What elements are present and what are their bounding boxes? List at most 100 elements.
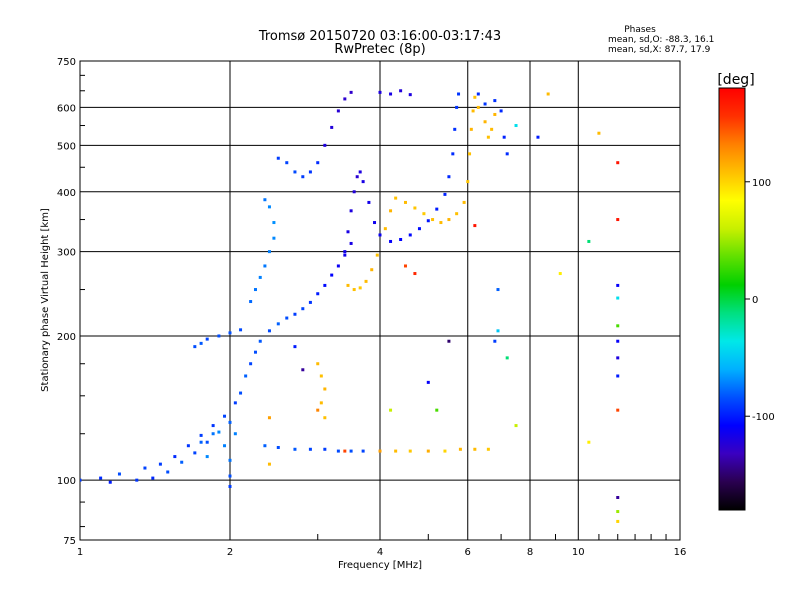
data-point — [267, 416, 271, 420]
data-point — [263, 198, 267, 202]
data-point — [389, 92, 393, 96]
data-point — [323, 387, 327, 391]
data-point — [301, 368, 305, 372]
data-point — [253, 288, 257, 292]
phases-title: Phases — [624, 25, 656, 35]
colorbar — [718, 87, 746, 511]
data-point — [417, 227, 421, 231]
data-point — [301, 307, 305, 311]
data-point — [143, 466, 147, 470]
data-point — [493, 99, 497, 103]
data-point — [483, 102, 487, 106]
data-point — [343, 250, 347, 254]
data-point — [223, 444, 227, 448]
data-point — [462, 200, 466, 204]
data-point — [476, 92, 480, 96]
data-point — [435, 207, 439, 211]
data-point — [205, 337, 209, 341]
data-point — [496, 329, 500, 333]
data-point — [117, 472, 121, 476]
y-tick-label: 500 — [57, 141, 76, 152]
data-point — [505, 356, 509, 360]
data-point — [455, 212, 459, 216]
data-point — [378, 90, 382, 94]
data-point — [316, 161, 320, 165]
data-point — [473, 224, 477, 228]
data-point — [349, 449, 353, 453]
x-tick-label: 16 — [674, 547, 687, 558]
data-point — [587, 239, 591, 243]
data-point — [308, 170, 312, 174]
data-point — [389, 239, 393, 243]
data-point — [330, 273, 334, 277]
data-point — [587, 440, 591, 444]
data-point — [486, 447, 490, 451]
data-point — [352, 288, 356, 292]
data-point — [272, 236, 276, 240]
colorbar-tick-label: 100 — [752, 178, 771, 189]
data-point — [364, 279, 368, 283]
data-point — [435, 408, 439, 412]
data-point — [336, 109, 340, 113]
data-point — [616, 374, 620, 378]
data-point — [193, 451, 197, 455]
data-point — [499, 109, 503, 113]
data-point — [316, 408, 320, 412]
data-point — [447, 218, 451, 222]
data-points — [80, 89, 620, 523]
data-point — [616, 161, 620, 165]
data-point — [408, 233, 412, 237]
data-point — [514, 124, 518, 128]
data-point — [267, 205, 271, 209]
data-point — [301, 175, 305, 179]
y-tick-label: 100 — [57, 476, 76, 487]
data-point — [267, 329, 271, 333]
data-point — [378, 449, 382, 453]
data-point — [394, 449, 398, 453]
data-point — [447, 175, 451, 179]
data-point — [616, 218, 620, 222]
data-point — [323, 143, 327, 147]
x-axis-label: Frequency [MHz] — [338, 560, 422, 571]
data-point — [616, 519, 620, 523]
chart-title-line1: Tromsø 20150720 03:16:00-03:17:43 — [258, 29, 501, 44]
data-point — [293, 345, 297, 349]
data-point — [378, 233, 382, 237]
data-point — [473, 95, 477, 99]
chart-title-line2: RwPretec (8p) — [334, 42, 425, 57]
data-point — [173, 455, 177, 459]
data-point — [330, 125, 334, 129]
y-tick-label: 600 — [57, 103, 76, 114]
data-point — [358, 170, 362, 174]
data-point — [451, 152, 455, 156]
data-point — [466, 180, 470, 184]
y-tick-label: 400 — [57, 188, 76, 199]
data-point — [389, 209, 393, 213]
data-point — [151, 476, 155, 480]
y-axis: 75 100 200 300 400 500 600 750 — [57, 57, 85, 547]
data-point — [469, 127, 473, 131]
data-point — [276, 322, 280, 326]
data-point — [223, 414, 227, 418]
data-point — [473, 447, 477, 451]
data-point — [205, 455, 209, 459]
data-point — [205, 440, 209, 444]
data-point — [199, 440, 203, 444]
data-point — [439, 221, 443, 225]
data-point — [546, 92, 550, 96]
data-point — [316, 292, 320, 296]
data-point — [285, 161, 289, 165]
data-point — [370, 268, 374, 272]
data-point — [616, 324, 620, 328]
data-point — [263, 264, 267, 268]
y-tick-label: 75 — [63, 536, 76, 547]
data-point — [308, 447, 312, 451]
data-point — [166, 470, 170, 474]
data-point — [361, 180, 365, 184]
data-point — [239, 328, 243, 332]
data-point — [323, 447, 327, 451]
data-point — [422, 212, 426, 216]
data-point — [323, 283, 327, 287]
x-tick-label: 1 — [77, 547, 83, 558]
